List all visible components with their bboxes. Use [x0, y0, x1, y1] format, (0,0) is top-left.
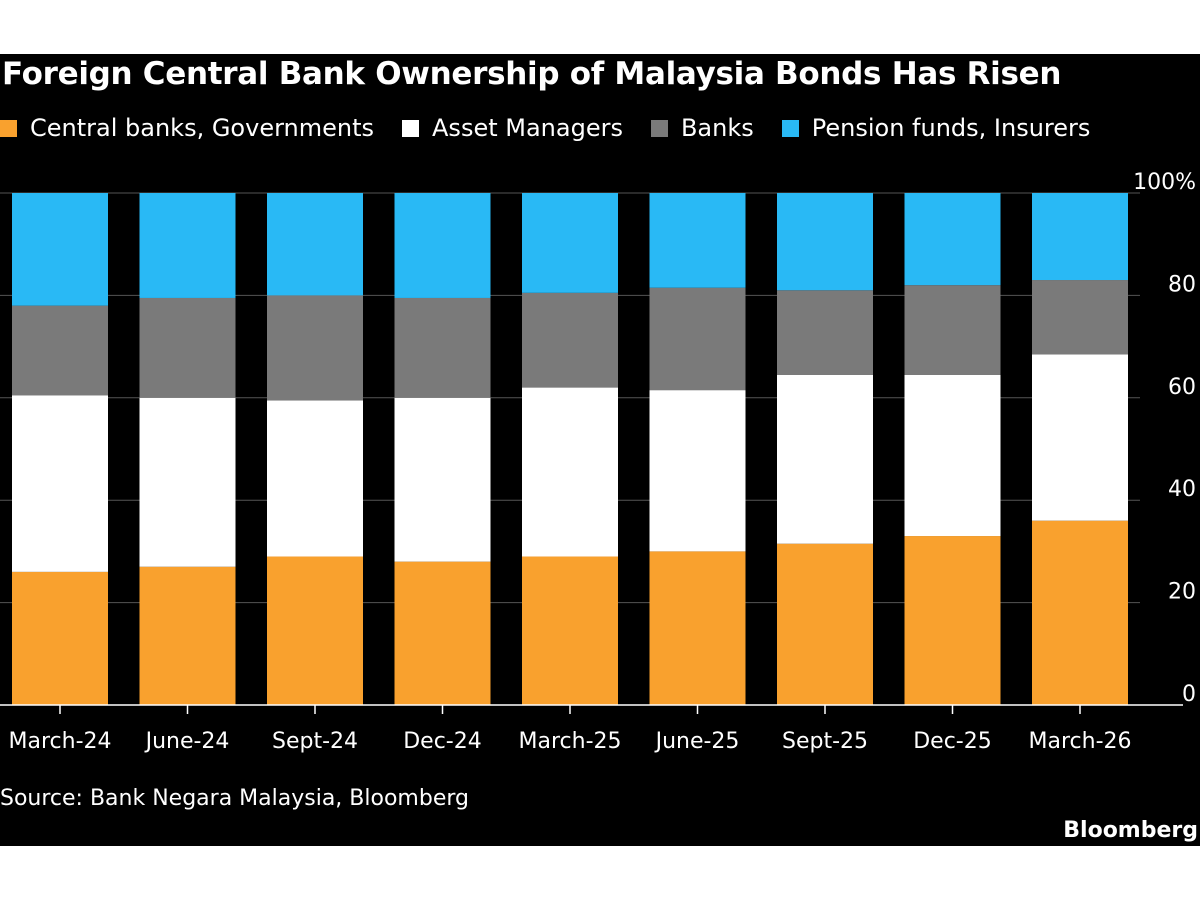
stacked-bar-chart: 0 20 40 60 80 100% March-24 June-24 Sept-24 Dec-2…: [0, 170, 1196, 754]
bar-segment-banks: [649, 287, 746, 391]
bar-segment-central-banks-governments: [267, 556, 363, 705]
bar-segment-central-banks-governments: [394, 561, 491, 705]
bar-segment-asset-managers: [522, 387, 618, 557]
bar-segment-pension-funds-insurers: [394, 193, 491, 298]
x-tick-label: Sept-25: [782, 729, 868, 754]
bar-segment-pension-funds-insurers: [904, 193, 1001, 286]
legend-item-pension-funds: Pension funds, Insurers: [781, 114, 1091, 142]
x-tick-label: Sept-24: [272, 729, 358, 754]
bar-segment-asset-managers: [12, 395, 108, 572]
bar-segment-banks: [904, 285, 1001, 375]
bar-segment-asset-managers: [1032, 354, 1128, 521]
bar-segment-asset-managers: [777, 374, 873, 544]
bar-segment-pension-funds-insurers: [777, 193, 873, 291]
y-tick-label: 60: [1168, 375, 1196, 400]
legend-item-banks: Banks: [650, 114, 754, 142]
chart-title: Foreign Central Bank Ownership of Malays…: [2, 56, 1062, 92]
legend-item-asset-managers: Asset Managers: [402, 114, 623, 142]
chart-frame: Foreign Central Bank Ownership of Malays…: [0, 54, 1200, 846]
bar-segment-asset-managers: [139, 397, 236, 567]
bar-segment-banks: [1032, 280, 1128, 355]
x-tick-label: March-26: [1029, 729, 1132, 754]
bar-segment-banks: [139, 297, 236, 398]
legend-swatch-pension-funds: [781, 119, 799, 137]
legend-item-central-banks: Central banks, Governments: [0, 114, 374, 142]
bar-segment-central-banks-governments: [522, 556, 618, 705]
bar-segment-banks: [777, 290, 873, 375]
source-note: Source: Bank Negara Malaysia, Bloomberg: [0, 786, 469, 811]
bar-segment-central-banks-governments: [649, 551, 746, 705]
bar-segment-pension-funds-insurers: [267, 193, 363, 296]
bar-segment-asset-managers: [904, 374, 1001, 537]
bar-segment-central-banks-governments: [12, 571, 108, 705]
legend-swatch-banks: [650, 119, 668, 137]
bar-segment-pension-funds-insurers: [12, 193, 108, 306]
bar-segment-asset-managers: [267, 400, 363, 557]
bar-segment-pension-funds-insurers: [649, 193, 746, 288]
bar-segment-banks: [394, 297, 491, 398]
legend: Central banks, Governments Asset Manager…: [0, 114, 1118, 142]
x-tick-label: June-25: [654, 729, 740, 754]
y-tick-label: 40: [1168, 477, 1196, 502]
bar-segment-central-banks-governments: [139, 566, 236, 705]
legend-swatch-asset-managers: [402, 119, 420, 137]
bar-segment-banks: [267, 295, 363, 401]
bar-segment-banks: [12, 305, 108, 396]
legend-swatch-central-banks: [0, 119, 17, 137]
x-tick-label: March-24: [9, 729, 112, 754]
bar-segment-asset-managers: [394, 397, 491, 562]
bar-segment-central-banks-governments: [904, 536, 1001, 705]
bar-segment-pension-funds-insurers: [1032, 193, 1128, 281]
legend-label-pension-funds: Pension funds, Insurers: [811, 114, 1091, 142]
legend-label-banks: Banks: [680, 114, 754, 142]
y-tick-label: 80: [1168, 272, 1196, 297]
x-tick-label: March-25: [519, 729, 622, 754]
y-tick-label: 0: [1182, 682, 1196, 707]
x-tick-label: June-24: [144, 729, 230, 754]
bar-segment-banks: [522, 292, 618, 388]
legend-label-central-banks: Central banks, Governments: [30, 114, 375, 142]
bar-segment-pension-funds-insurers: [522, 193, 618, 293]
bar-segment-central-banks-governments: [1032, 520, 1128, 705]
x-tick-label: Dec-25: [913, 729, 992, 754]
y-tick-label: 100%: [1133, 170, 1196, 195]
y-tick-label: 20: [1168, 580, 1196, 605]
bar-segment-pension-funds-insurers: [139, 193, 236, 298]
x-tick-label: Dec-24: [403, 729, 482, 754]
bloomberg-logo: Bloomberg: [1063, 818, 1198, 843]
legend-label-asset-managers: Asset Managers: [432, 114, 623, 142]
bar-segment-central-banks-governments: [777, 543, 873, 705]
bar-segment-asset-managers: [649, 390, 746, 552]
